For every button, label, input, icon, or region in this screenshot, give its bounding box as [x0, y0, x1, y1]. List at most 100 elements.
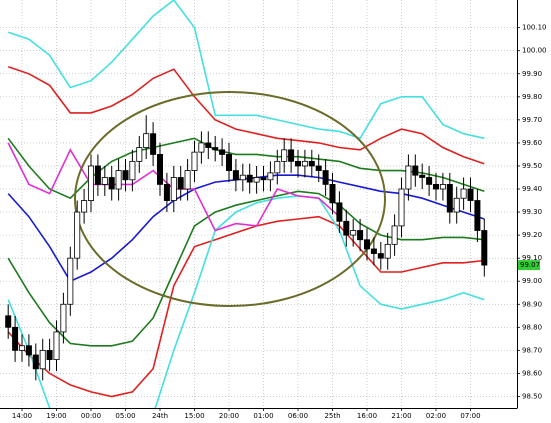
candle-body [467, 188, 474, 201]
indicators [7, 0, 485, 408]
candle-body [398, 188, 405, 227]
candle-body [288, 149, 295, 162]
y-tick-label: 99.20 [522, 231, 542, 239]
candle-body [281, 149, 288, 162]
candle-body [315, 165, 322, 171]
candle-body [53, 331, 60, 360]
x-tick-label: 16:00 [357, 412, 377, 420]
candle-body [412, 165, 419, 176]
candle-body [232, 170, 239, 181]
indicator-line [7, 66, 485, 165]
y-tick-label: 99.30 [522, 208, 542, 216]
candle-body [25, 345, 32, 356]
candle-body [74, 211, 81, 259]
candle-body [453, 197, 460, 213]
candle-body [39, 349, 46, 370]
candle-body [405, 165, 412, 190]
x-tick-label: 06:00 [288, 412, 308, 420]
candle-body [60, 303, 67, 333]
x-tick-label: 21:00 [391, 412, 411, 420]
candle-body [357, 230, 364, 241]
x-tick-label: 15:00 [184, 412, 204, 420]
last-price-label: 99.07 [520, 261, 540, 269]
candle-body [184, 170, 191, 190]
y-tick-label: 98.50 [522, 392, 542, 400]
candle-body [336, 202, 343, 222]
candle-body [419, 174, 426, 178]
candle-body [115, 170, 122, 190]
candle-body [426, 177, 433, 185]
candle-body [239, 174, 246, 181]
y-tick-label: 99.00 [522, 277, 542, 285]
x-tick-label: 19:00 [46, 412, 66, 420]
indicator-line [7, 195, 485, 408]
candle-body [474, 200, 481, 231]
candle-body [322, 170, 329, 185]
candle-body [205, 142, 212, 148]
candle-body [391, 225, 398, 245]
candle-body [129, 160, 136, 181]
y-tick-label: 98.80 [522, 323, 542, 331]
candle-body [122, 170, 129, 181]
y-tick-label: 99.40 [522, 185, 542, 193]
candle-body [101, 177, 108, 185]
indicator-line [7, 190, 485, 347]
x-tick-label: 01:00 [253, 412, 273, 420]
x-tick-label: 25th [324, 412, 340, 420]
candle-body [439, 184, 446, 190]
x-tick-label: 24th [152, 412, 168, 420]
candle-body [177, 177, 184, 190]
indicator-line [7, 137, 485, 200]
candle-body [432, 184, 439, 190]
candle-body [67, 257, 74, 305]
x-tick-label: 14:00 [12, 412, 32, 420]
candle-body [460, 188, 467, 199]
candle-body [191, 151, 198, 171]
candle-body [136, 147, 143, 162]
candle-body [301, 160, 308, 167]
candle-body [225, 154, 232, 171]
y-tick-label: 99.60 [522, 139, 542, 147]
candle-body [370, 248, 377, 254]
y-tick-label: 99.70 [522, 116, 542, 124]
last-price-box [518, 260, 540, 271]
candle-body [377, 253, 384, 259]
candle-body [18, 345, 25, 351]
candle-body [384, 243, 391, 259]
y-tick-label: 100.10 [522, 24, 547, 32]
x-tick-label: 20:00 [219, 412, 239, 420]
y-tick-label: 98.60 [522, 369, 542, 377]
indicator-line [7, 0, 485, 140]
candle-body [212, 147, 219, 151]
candle-body [170, 177, 177, 201]
x-tick-label: 05:00 [115, 412, 135, 420]
y-tick-label: 99.50 [522, 162, 542, 170]
candle-body [253, 177, 260, 183]
indicator-line [7, 174, 485, 283]
candle-body [94, 165, 101, 185]
candle-body [350, 230, 357, 236]
y-tick-label: 99.10 [522, 254, 542, 262]
labels: 98.50 98.60 98.70 98.80 98.90 99.00 99.10 99.20… [12, 24, 547, 420]
candle-body [481, 230, 488, 266]
candle-body [5, 315, 12, 328]
candle-body [198, 142, 205, 153]
candle-body [156, 154, 163, 185]
candle-body [219, 149, 226, 155]
candle-body [46, 349, 53, 360]
candle-body [108, 177, 115, 190]
candle-body [260, 177, 267, 181]
candle-body [32, 354, 39, 370]
candle-body [246, 174, 253, 183]
y-tick-label: 99.90 [522, 70, 542, 78]
candle-body [163, 184, 170, 201]
indicator-line [7, 215, 485, 398]
candle-body [274, 160, 281, 174]
candle-body [343, 220, 350, 236]
candle-body [143, 133, 150, 148]
x-tick-label: 02:00 [426, 412, 446, 420]
y-tick-label: 99.80 [522, 93, 542, 101]
x-tick-label: 07:00 [460, 412, 480, 420]
candle-body [363, 239, 370, 250]
